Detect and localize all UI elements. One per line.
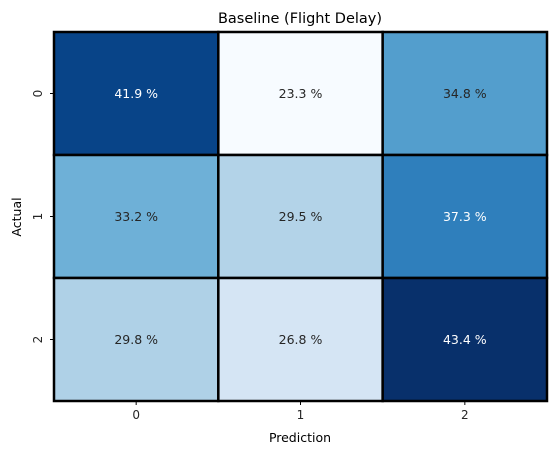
heatmap-cell-2-1 xyxy=(217,276,384,403)
cell-label-1-2: 37.3 % xyxy=(443,209,487,224)
x-tick-label-1: 1 xyxy=(297,408,305,422)
y-tick-label-2: 2 xyxy=(31,336,45,344)
x-tick-label-0: 0 xyxy=(132,408,140,422)
cell-label-1-0: 33.2 % xyxy=(114,209,158,224)
heatmap-cell-0-0 xyxy=(52,30,220,157)
cell-label-2-2: 43.4 % xyxy=(443,332,487,347)
heatmap-cell-0-1 xyxy=(217,30,384,157)
heatmap-cell-1-2 xyxy=(381,153,549,280)
cell-label-0-2: 34.8 % xyxy=(443,86,487,101)
chart-title: Baseline (Flight Delay) xyxy=(218,11,382,27)
x-axis-label: Prediction xyxy=(269,430,331,445)
y-axis-label: Actual xyxy=(9,197,24,236)
cell-label-1-1: 29.5 % xyxy=(279,209,323,224)
x-tick-label-2: 2 xyxy=(461,408,469,422)
cell-label-2-1: 26.8 % xyxy=(279,332,323,347)
y-axis: 0 1 2 xyxy=(31,90,54,344)
x-axis: 0 1 2 xyxy=(132,401,469,422)
y-tick-label-0: 0 xyxy=(31,90,45,98)
cell-label-0-0: 41.9 % xyxy=(114,86,158,101)
heatmap-cell-0-2 xyxy=(381,30,549,157)
y-tick-label-1: 1 xyxy=(31,213,45,221)
cell-label-2-0: 29.8 % xyxy=(114,332,158,347)
heatmap-cells: 41.9 % 23.3 % 34.8 % 33.2 % 29.5 % 37.3 % 29.8… xyxy=(52,30,549,403)
cell-label-0-1: 23.3 % xyxy=(279,86,323,101)
